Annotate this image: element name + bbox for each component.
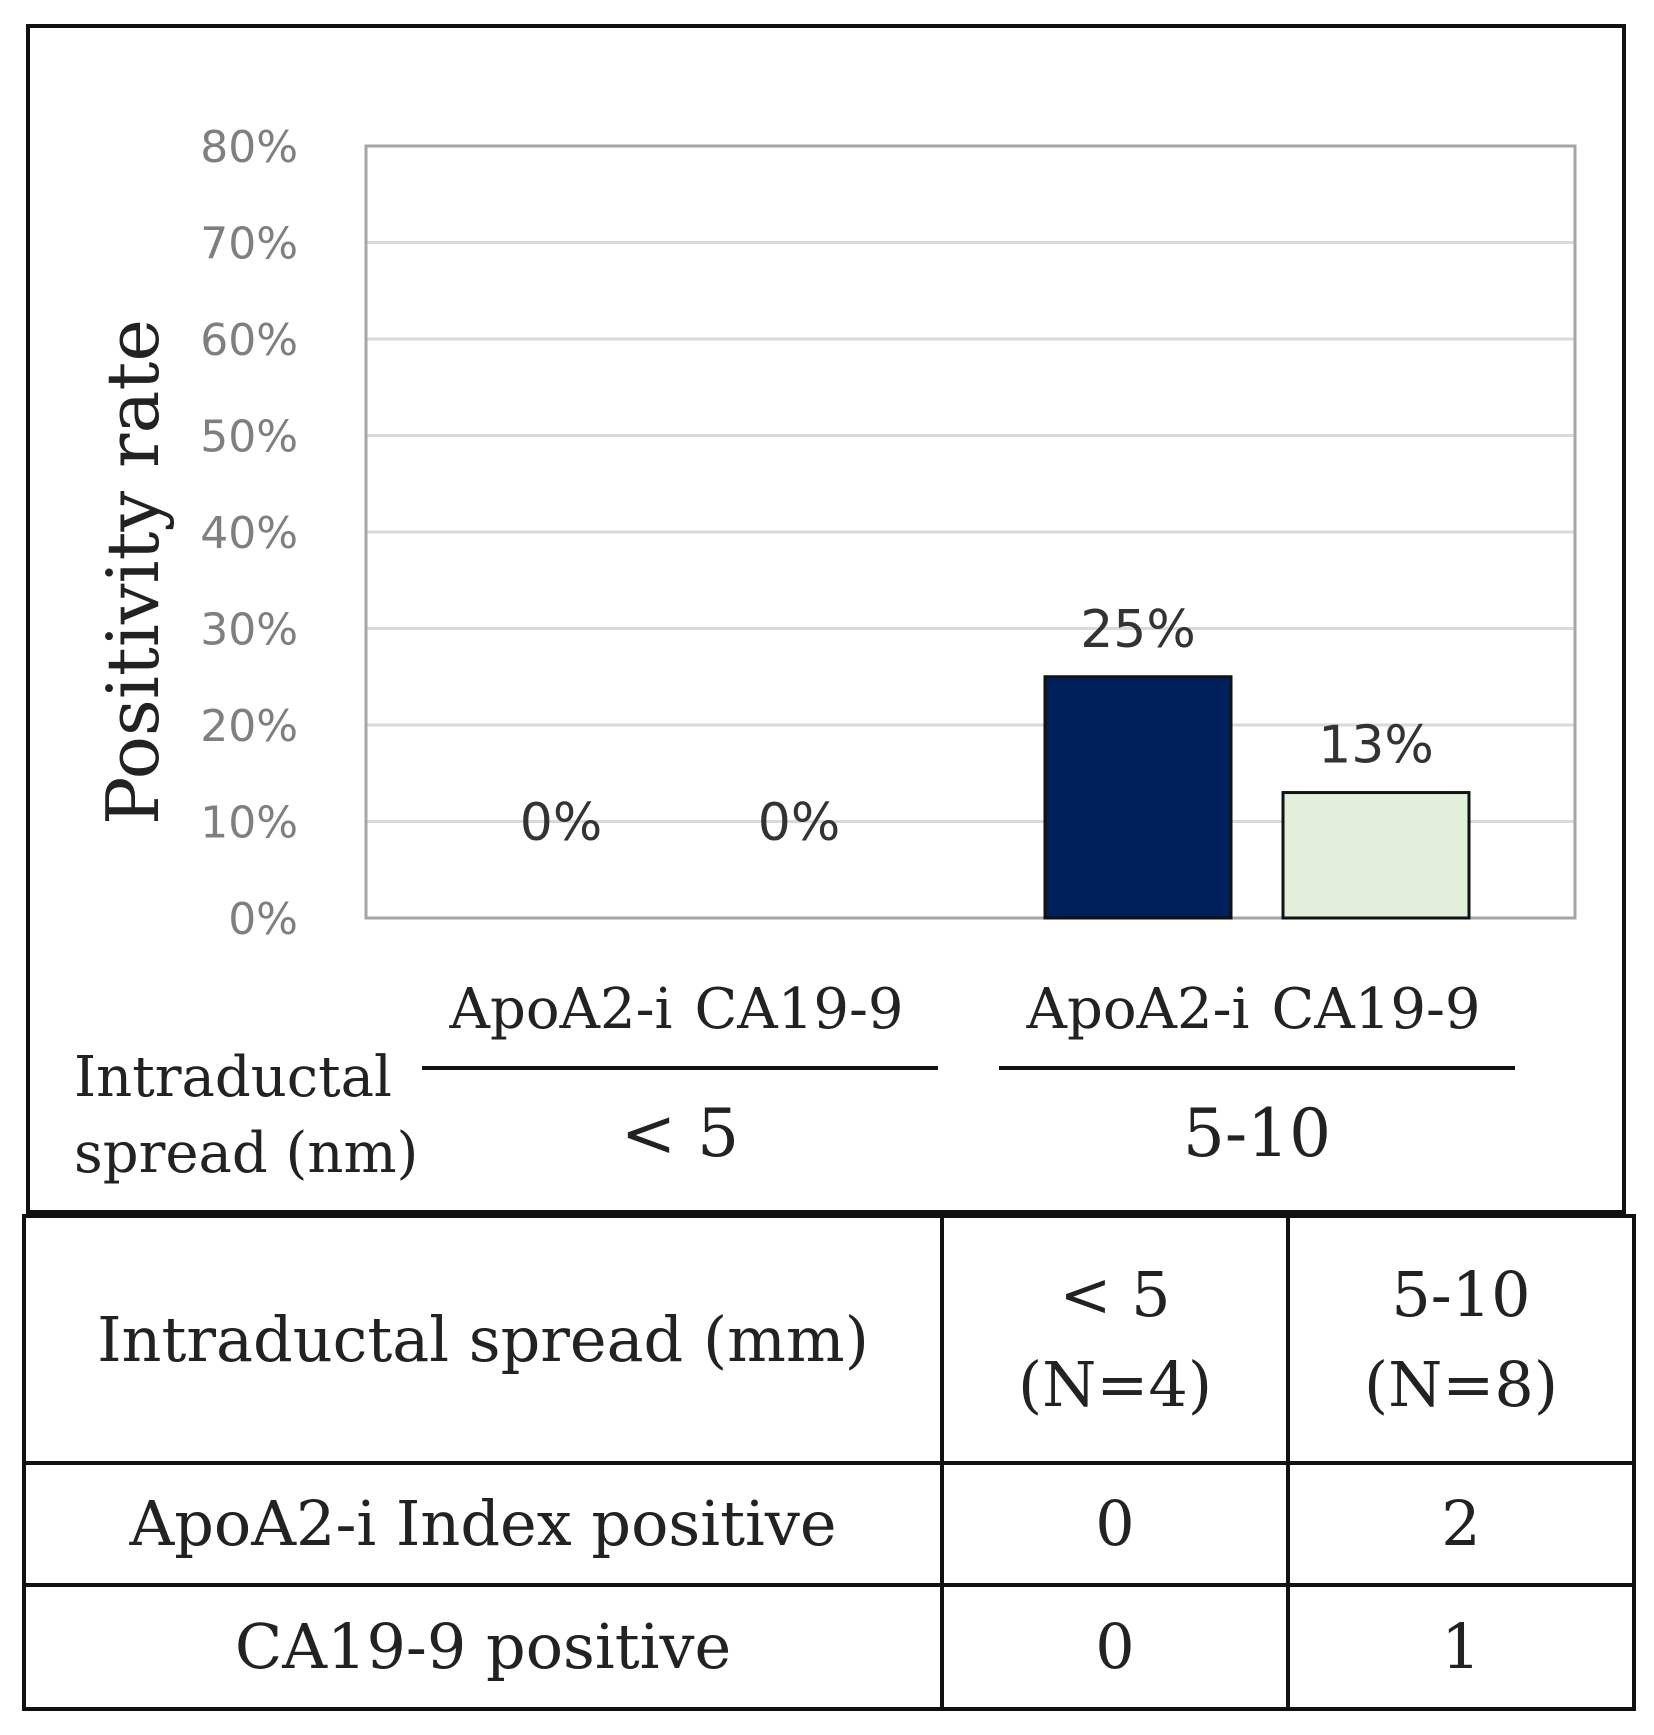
y-tick-label: 60%	[200, 315, 298, 366]
row-value: 1	[1286, 1583, 1636, 1711]
group-axis-title: spread (nm)	[74, 1121, 418, 1186]
bar	[1281, 791, 1471, 920]
y-tick-label: 70%	[200, 219, 298, 270]
data-label: 13%	[1318, 716, 1434, 776]
data-label: 0%	[758, 793, 841, 853]
row-value: 0	[940, 1461, 1290, 1587]
group-axis-title: Intraductal	[74, 1045, 392, 1110]
y-tick-label: 50%	[200, 412, 298, 463]
header-col-2-count: (N=8)	[1363, 1347, 1559, 1421]
y-tick-label: 40%	[200, 508, 298, 559]
y-tick-label: 10%	[200, 798, 298, 849]
table-header-col-2: 5-10 (N=8)	[1286, 1214, 1636, 1465]
y-tick-label: 20%	[200, 701, 298, 752]
header-col-1-range: < 5	[1059, 1257, 1171, 1331]
bar	[1043, 675, 1233, 920]
y-tick-label: 30%	[200, 605, 298, 656]
y-axis-title: Positivity rate	[91, 319, 175, 825]
x-category-label: ApoA2-i	[449, 977, 673, 1042]
row-label: CA19-9 positive	[22, 1583, 944, 1711]
header-col-1-count: (N=4)	[1017, 1347, 1213, 1421]
row-value: 0	[940, 1583, 1290, 1711]
table-row: ApoA2-i Index positive 0 2	[22, 1461, 1636, 1587]
x-category-label: CA19-9	[1271, 977, 1480, 1042]
summary-table: Intraductal spread (mm) < 5 (N=4) 5-10 (…	[22, 1214, 1636, 1711]
row-value: 2	[1286, 1461, 1636, 1587]
y-tick-label: 80%	[200, 122, 298, 173]
group-label: < 5	[621, 1095, 739, 1172]
table-header-label: Intraductal spread (mm)	[22, 1214, 944, 1465]
data-label: 0%	[520, 793, 603, 853]
row-label: ApoA2-i Index positive	[22, 1461, 944, 1587]
plot-area-frame	[364, 144, 1577, 920]
table-header-row: Intraductal spread (mm) < 5 (N=4) 5-10 (…	[22, 1214, 1636, 1465]
group-label: 5-10	[1183, 1095, 1331, 1172]
x-category-label: CA19-9	[694, 977, 903, 1042]
table-row: CA19-9 positive 0 1	[22, 1583, 1636, 1711]
data-label: 25%	[1080, 600, 1196, 660]
bar-chart: 0% 10% 20% 30% 40% 50% 60% 70% 80% Positivity rat…	[74, 122, 1577, 1186]
table-header-col-1: < 5 (N=4)	[940, 1214, 1290, 1465]
header-col-2-range: 5-10	[1391, 1257, 1531, 1331]
chart-panel: 0% 10% 20% 30% 40% 50% 60% 70% 80% Positivity rat…	[26, 24, 1626, 1214]
x-category-label: ApoA2-i	[1026, 977, 1250, 1042]
y-tick-label: 0%	[228, 894, 298, 945]
